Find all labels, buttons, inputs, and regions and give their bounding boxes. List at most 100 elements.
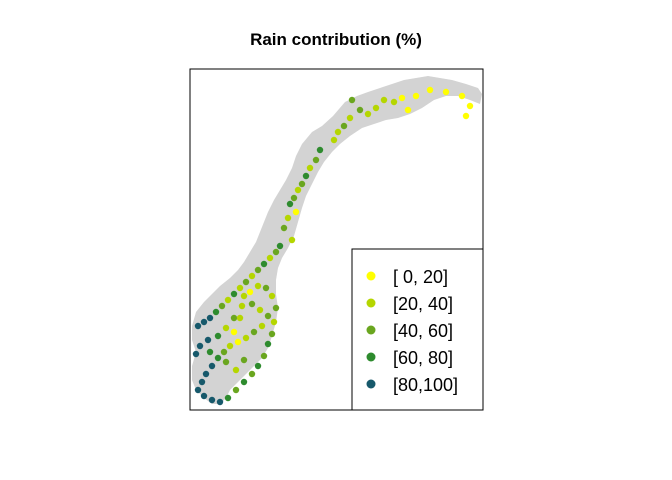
station-point	[230, 314, 238, 322]
station-point	[380, 96, 388, 104]
station-point	[240, 378, 248, 386]
station-point	[236, 314, 244, 322]
station-point	[234, 338, 242, 346]
station-point	[200, 392, 208, 400]
station-point	[270, 318, 278, 326]
station-point	[198, 378, 206, 386]
station-point	[264, 312, 272, 320]
station-point	[286, 200, 294, 208]
station-point	[196, 342, 204, 350]
station-point	[404, 106, 412, 114]
station-point	[250, 328, 258, 336]
station-point	[208, 396, 216, 404]
legend-marker-20-40	[366, 298, 376, 308]
station-point	[356, 106, 364, 114]
legend-label-80-100: [80,100]	[393, 375, 458, 395]
station-point	[200, 318, 208, 326]
station-point	[214, 354, 222, 362]
station-point	[248, 272, 256, 280]
station-point	[206, 314, 214, 322]
station-point	[262, 284, 270, 292]
land-mass	[192, 76, 482, 404]
station-point	[272, 304, 280, 312]
station-point	[260, 352, 268, 360]
station-point	[230, 328, 238, 336]
plot-frame	[189, 68, 484, 411]
station-point	[316, 146, 324, 154]
station-point	[298, 180, 306, 188]
station-point	[398, 94, 406, 102]
station-point	[192, 350, 200, 358]
station-point	[462, 112, 470, 120]
station-points	[192, 86, 474, 406]
station-point	[272, 248, 280, 256]
legend-label-0-20: [ 0, 20]	[393, 267, 448, 287]
station-point	[254, 266, 262, 274]
station-point	[220, 348, 228, 356]
station-point	[340, 122, 348, 130]
legend-marker-60-80	[366, 352, 376, 362]
station-point	[268, 292, 276, 300]
station-point	[334, 128, 342, 136]
legend-marker-0-20	[366, 271, 376, 281]
station-point	[194, 386, 202, 394]
station-point	[364, 110, 372, 118]
station-point	[330, 136, 338, 144]
station-point	[312, 156, 320, 164]
station-point	[238, 302, 246, 310]
station-point	[280, 224, 288, 232]
station-point	[372, 104, 380, 112]
station-point	[412, 92, 420, 100]
station-point	[264, 340, 272, 348]
station-point	[390, 98, 398, 106]
station-point	[254, 282, 262, 290]
station-point	[216, 398, 224, 406]
station-point	[426, 86, 434, 94]
station-point	[242, 334, 250, 342]
station-point	[442, 88, 450, 96]
station-point	[466, 102, 474, 110]
station-point	[254, 362, 262, 370]
station-point	[284, 214, 292, 222]
station-point	[222, 358, 230, 366]
station-point	[204, 336, 212, 344]
station-point	[212, 308, 220, 316]
station-point	[258, 322, 266, 330]
station-point	[294, 186, 302, 194]
station-point	[206, 348, 214, 356]
station-point	[226, 342, 234, 350]
station-point	[224, 394, 232, 402]
station-point	[302, 172, 310, 180]
station-point	[256, 306, 264, 314]
station-point	[292, 208, 300, 216]
station-point	[288, 236, 296, 244]
map-title: Rain contribution (%)	[250, 30, 422, 49]
legend-marker-40-60	[366, 325, 376, 335]
legend-label-60-80: [60, 80]	[393, 348, 453, 368]
station-point	[236, 284, 244, 292]
station-point	[224, 296, 232, 304]
station-point	[248, 370, 256, 378]
station-point	[306, 164, 314, 172]
station-point	[290, 194, 298, 202]
station-point	[242, 278, 250, 286]
station-point	[260, 260, 268, 268]
norway-land	[192, 76, 482, 404]
station-point	[346, 114, 354, 122]
station-point	[348, 96, 356, 104]
station-point	[458, 92, 466, 100]
station-point	[276, 242, 284, 250]
station-point	[232, 386, 240, 394]
legend-marker-80-100	[366, 379, 376, 389]
station-point	[222, 324, 230, 332]
station-point	[268, 330, 276, 338]
station-point	[266, 254, 274, 262]
station-point	[214, 332, 222, 340]
station-point	[240, 292, 248, 300]
station-point	[232, 366, 240, 374]
station-point	[194, 322, 202, 330]
station-point	[218, 302, 226, 310]
legend-label-40-60: [40, 60]	[393, 321, 453, 341]
legend-label-20-40: [20, 40]	[393, 294, 453, 314]
